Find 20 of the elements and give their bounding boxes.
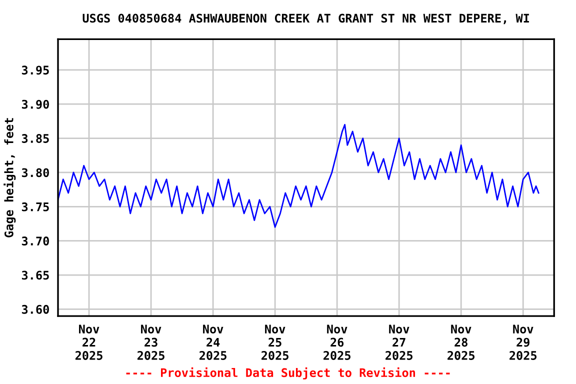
x-tick-label: Nov 25 2025: [262, 324, 288, 360]
y-tick-label: 3.85: [22, 134, 49, 143]
x-tick-label: Nov 28 2025: [448, 324, 475, 360]
x-tick-label: Nov 23 2025: [137, 324, 164, 360]
x-tick-label: Nov 24 2025: [199, 324, 226, 360]
chart-title: USGS 040850684 ASHWAUBENON CREEK AT GRANT ST NR WEST DEPERE, WI: [82, 14, 529, 24]
x-tick-label: Nov 29 2025: [510, 324, 537, 360]
y-tick-label: 3.70: [22, 236, 49, 246]
y-tick-label: 3.60: [22, 304, 49, 314]
text: ---- Provisional Data Subject to Revision ----: [126, 367, 450, 380]
x-tick-label: Nov 26 2025: [324, 324, 350, 360]
y-tick-label: 3.90: [22, 100, 49, 109]
y-tick-label: 3.80: [22, 168, 49, 178]
x-tick-label: Nov 27 2025: [386, 324, 412, 360]
y-tick-label: 3.95: [22, 66, 49, 75]
y-tick-label: 3.65: [22, 270, 49, 280]
line-series: [58, 124, 540, 228]
x-tick-label: Nov 22 2025: [75, 324, 102, 360]
y-axis-title: Gage height, feet: [4, 118, 16, 238]
y-tick-label: 3.75: [22, 202, 49, 212]
